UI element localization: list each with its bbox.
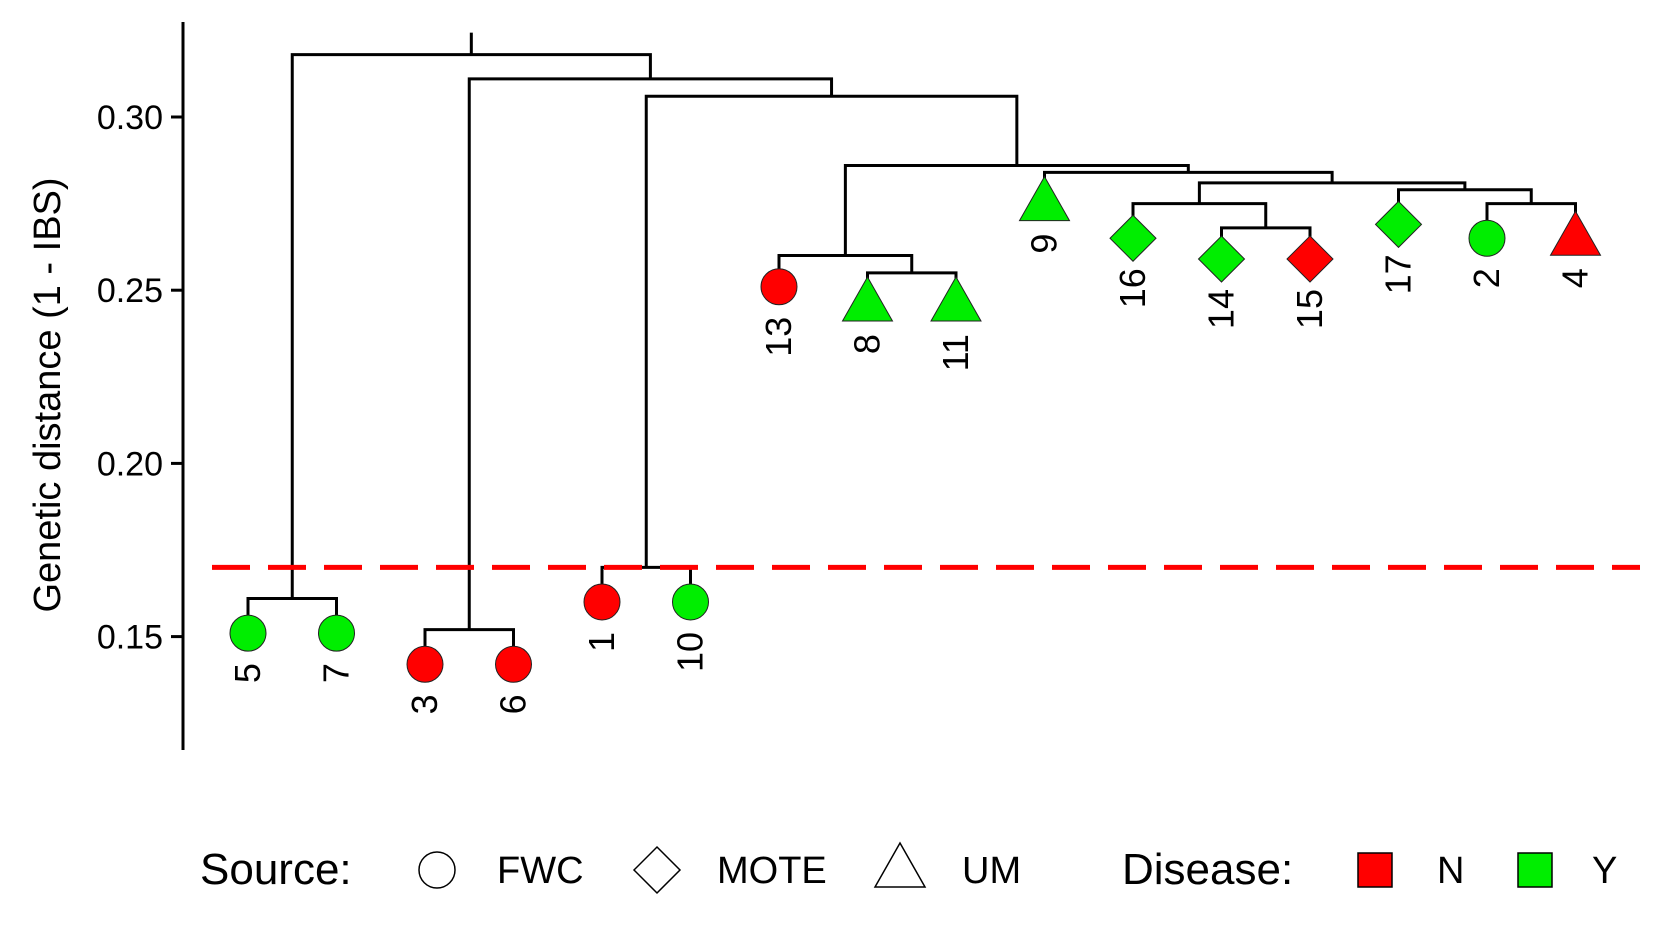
leaf-label: 16 — [1112, 268, 1153, 308]
leaf-label: 5 — [227, 663, 268, 683]
legend-source-key — [873, 841, 927, 888]
legend-source-key — [632, 845, 682, 895]
legend-disease-label: Y — [1592, 850, 1617, 892]
y-axis: 0.15 0.20 0.25 0.30 — [97, 22, 185, 750]
leaf-label: 9 — [1024, 234, 1065, 254]
leaf-label: 1 — [581, 632, 622, 652]
leaf-label: 8 — [847, 334, 888, 354]
leaf-marker — [1468, 219, 1506, 257]
leaf-label: 2 — [1466, 268, 1507, 288]
leaf-marker — [318, 614, 355, 652]
legend-disease-title: Disease: — [1122, 845, 1293, 894]
legend-disease-key — [1517, 852, 1553, 888]
y-tick-label: 0.25 — [97, 272, 163, 310]
leaf-marker — [1374, 200, 1423, 249]
leaf-marker — [1549, 210, 1602, 256]
leaf-label: 13 — [758, 317, 799, 357]
leaf-label: 11 — [935, 334, 976, 371]
y-tick-label: 0.15 — [97, 619, 163, 657]
leaf-label: 7 — [316, 663, 357, 683]
legend-disease-key — [1357, 852, 1393, 888]
leaf-marker — [1109, 214, 1157, 262]
tree-branch — [777, 254, 914, 287]
legend-source-title: Source: — [200, 845, 352, 894]
tree-branch — [866, 271, 958, 305]
tree-branch — [1043, 170, 1334, 204]
leaf-markers — [229, 175, 1602, 683]
leaf-marker — [583, 583, 621, 621]
leaf-marker — [406, 645, 444, 683]
leaf-marker — [930, 276, 982, 322]
legend-disease-label: N — [1437, 850, 1464, 892]
tree-branch — [1131, 202, 1268, 239]
legend-source-label: UM — [962, 850, 1021, 892]
leaf-label: 15 — [1289, 289, 1330, 329]
legend-source-key — [418, 851, 456, 889]
y-axis-label: Genetic distance (1 - IBS) — [27, 177, 69, 612]
y-tick-label: 0.20 — [97, 445, 163, 483]
leaf-marker — [841, 276, 894, 322]
tree-branch — [290, 53, 652, 599]
leaf-marker — [1286, 235, 1334, 283]
leaf-labels: 5 7 3 6 1 10 13 8 11 9 16 14 15 17 2 4 — [227, 234, 1596, 715]
tree-branch — [1397, 188, 1533, 225]
legend: Source: Disease: FWC MOTE UM N Y — [200, 841, 1617, 895]
leaf-label: 4 — [1555, 268, 1596, 288]
leaf-label: 10 — [670, 632, 711, 672]
leaf-marker — [495, 645, 532, 683]
y-tick-label: 0.30 — [97, 99, 163, 137]
legend-source-label: MOTE — [717, 850, 827, 892]
leaf-marker — [1197, 235, 1246, 283]
leaf-marker — [1018, 175, 1071, 222]
leaf-marker — [229, 614, 267, 652]
leaf-label: 3 — [404, 694, 445, 714]
tree-branch — [1197, 181, 1467, 204]
leaf-label: 17 — [1378, 254, 1419, 294]
leaf-label: 14 — [1201, 289, 1242, 329]
leaf-marker — [672, 583, 709, 621]
leaf-marker — [760, 268, 798, 306]
leaf-label: 6 — [493, 694, 534, 714]
legend-source-label: FWC — [497, 850, 584, 892]
